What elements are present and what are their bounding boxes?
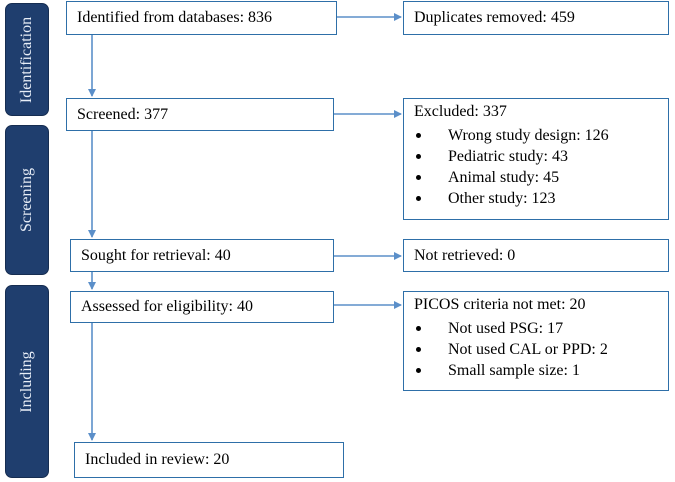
picos-list: Not used PSG: 17 Not used CAL or PPD: 2 …: [414, 318, 608, 381]
picos-box: PICOS criteria not met: 20 Not used PSG:…: [403, 291, 669, 391]
not-retrieved-box: Not retrieved: 0: [403, 239, 669, 272]
assessed-box: Assessed for eligibility: 40: [70, 291, 334, 323]
list-item: Not used PSG: 17: [414, 318, 608, 339]
identified-text: Identified from databases: 836: [77, 9, 273, 26]
phase-screening: Screening: [5, 125, 49, 275]
phase-identification: Identification: [5, 3, 49, 116]
list-item: Wrong study design: 126: [414, 125, 609, 146]
excluded-title: Excluded: 337: [414, 103, 507, 120]
phase-including: Including: [5, 285, 49, 478]
assessed-text: Assessed for eligibility: 40: [81, 298, 253, 315]
excluded-list: Wrong study design: 126 Pediatric study:…: [414, 125, 609, 209]
duplicates-box: Duplicates removed: 459: [403, 1, 669, 35]
screened-box: Screened: 377: [66, 98, 334, 131]
sought-box: Sought for retrieval: 40: [70, 239, 334, 272]
list-item: Small sample size: 1: [414, 360, 608, 381]
list-item: Animal study: 45: [414, 167, 609, 188]
sought-text: Sought for retrieval: 40: [81, 247, 231, 264]
list-item: Pediatric study: 43: [414, 146, 609, 167]
picos-title: PICOS criteria not met: 20: [414, 296, 586, 313]
list-item: Other study: 123: [414, 188, 609, 209]
included-text: Included in review: 20: [85, 451, 230, 468]
screened-text: Screened: 377: [77, 106, 169, 123]
duplicates-text: Duplicates removed: 459: [414, 9, 575, 26]
included-box: Included in review: 20: [74, 442, 344, 478]
excluded-box: Excluded: 337 Wrong study design: 126 Pe…: [403, 98, 669, 220]
list-item: Not used CAL or PPD: 2: [414, 339, 608, 360]
identified-box: Identified from databases: 836: [66, 1, 337, 35]
not-retrieved-text: Not retrieved: 0: [414, 247, 516, 264]
